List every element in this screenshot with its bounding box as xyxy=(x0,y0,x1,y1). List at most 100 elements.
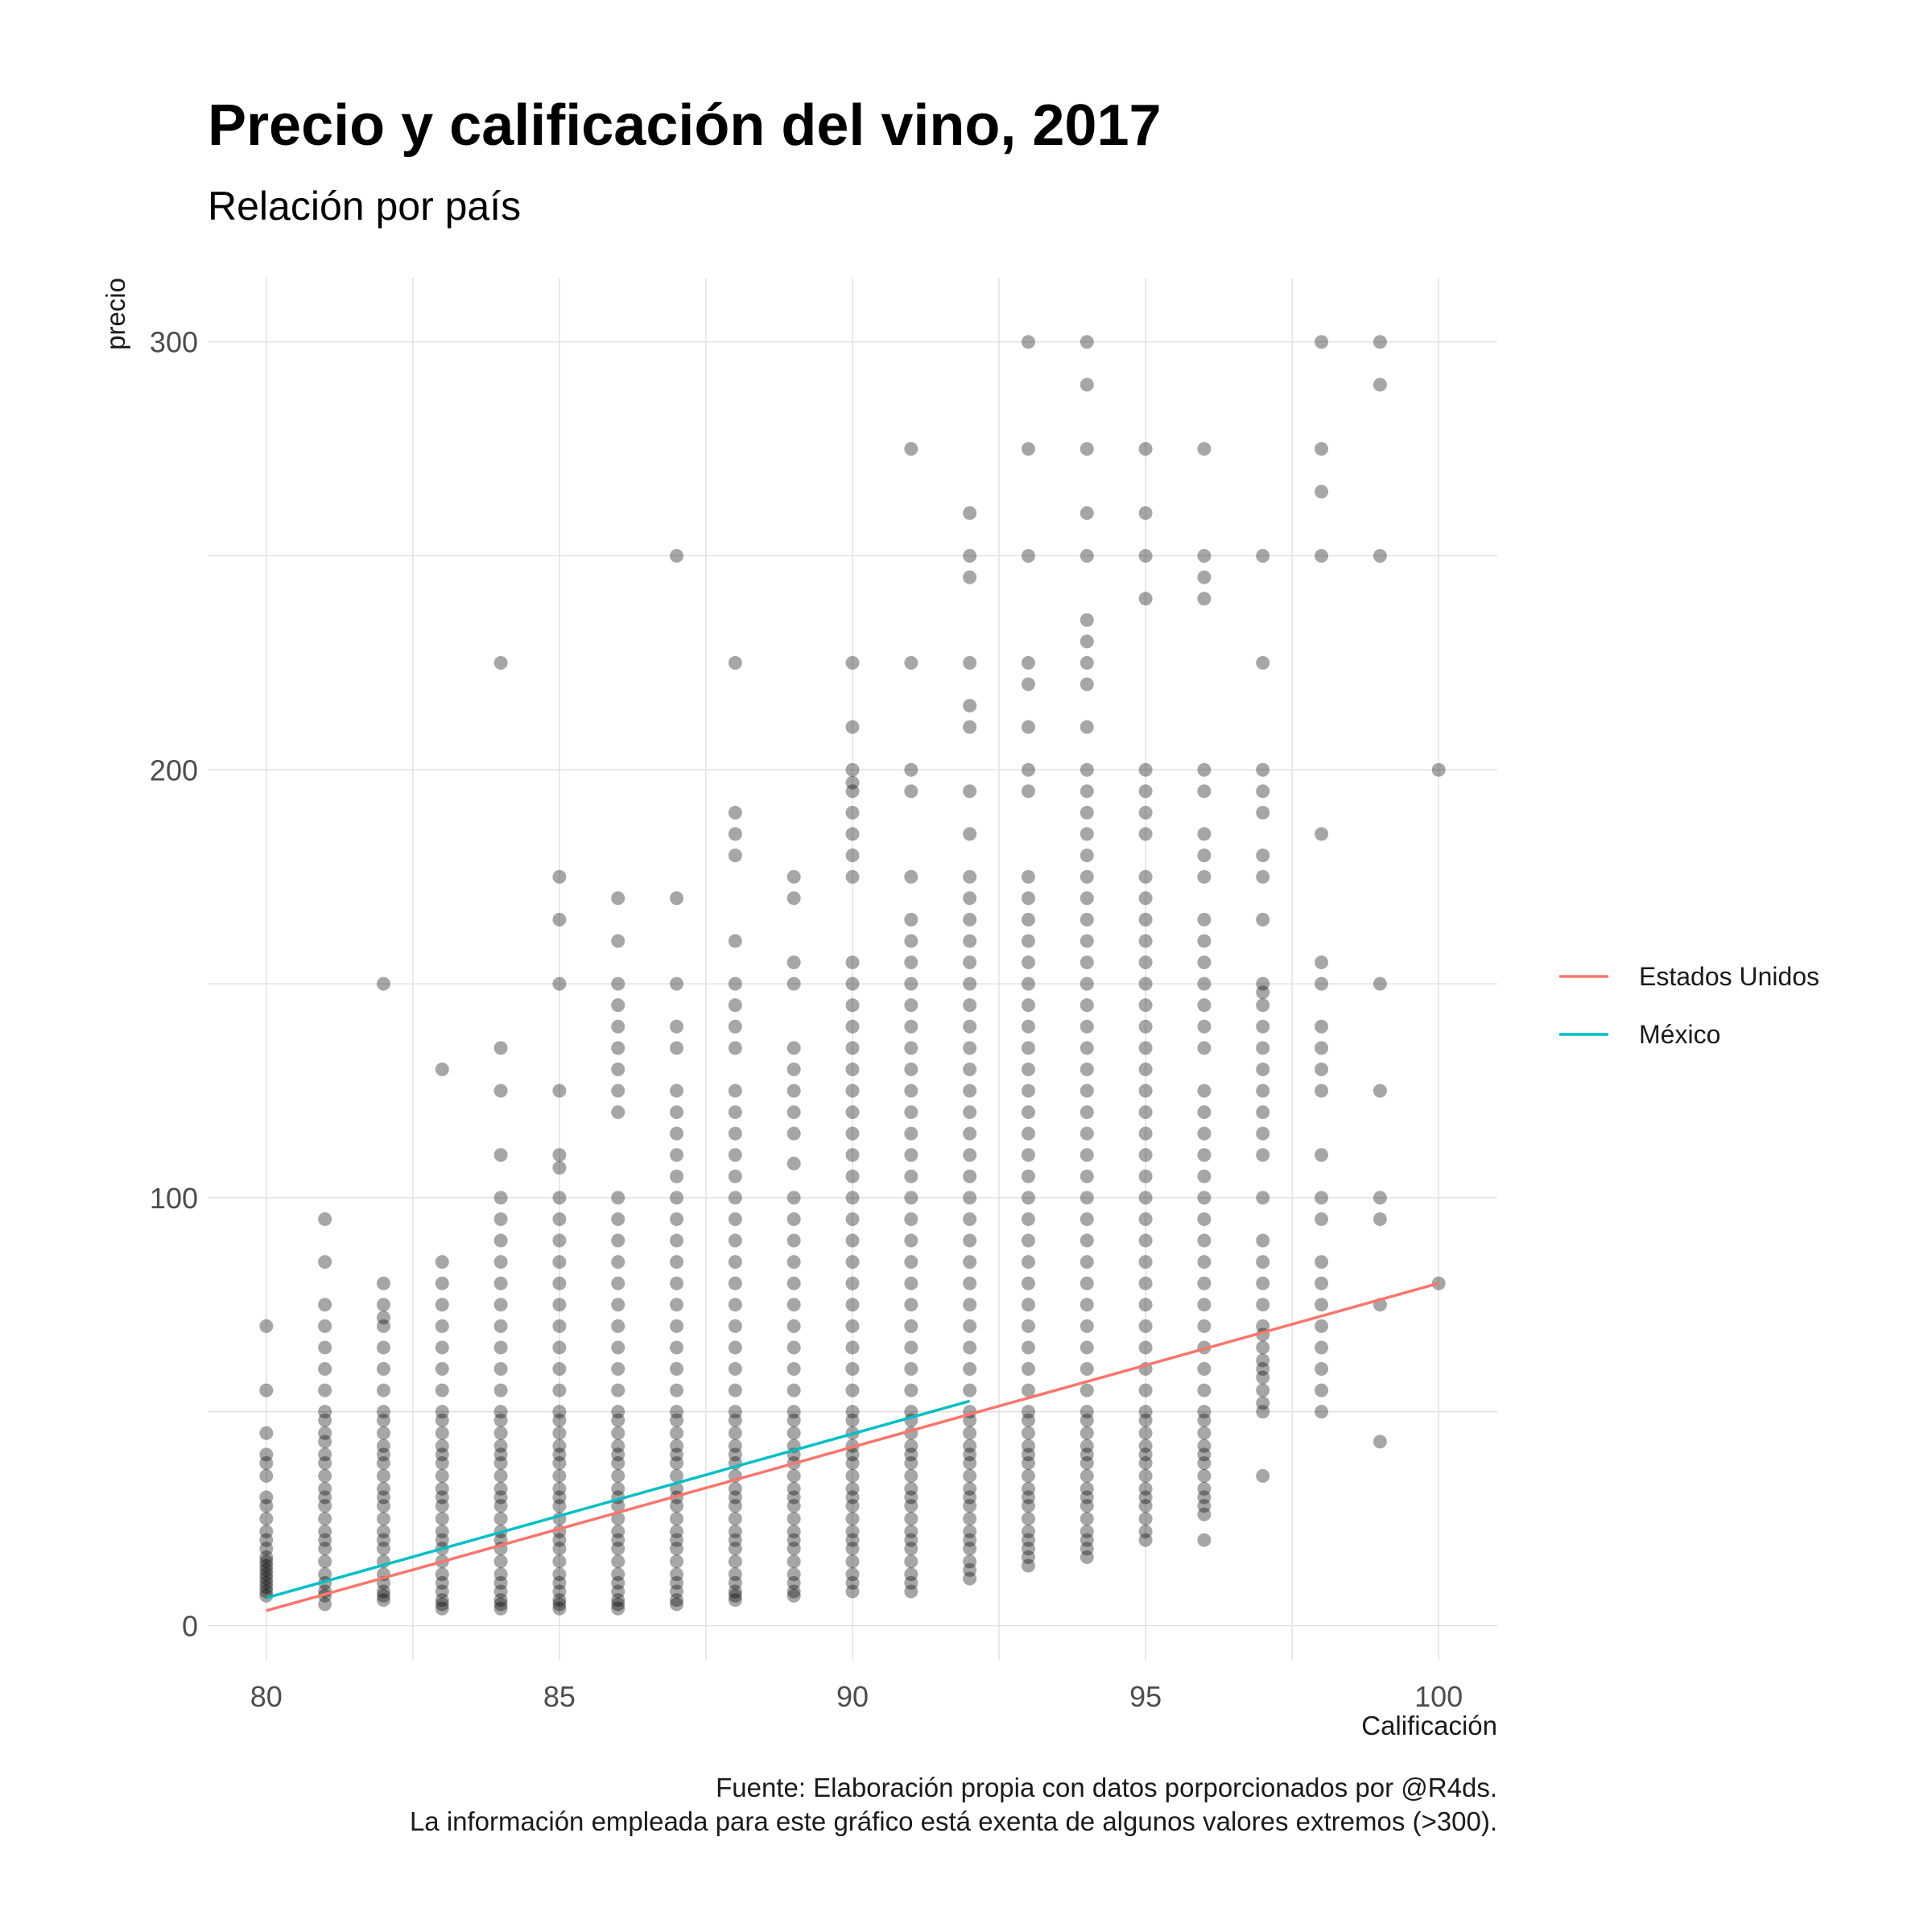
data-point xyxy=(1197,1499,1212,1513)
data-point xyxy=(435,1255,449,1269)
data-point xyxy=(1431,762,1446,777)
data-point xyxy=(611,1455,625,1470)
data-point xyxy=(1021,1558,1035,1573)
data-point xyxy=(376,1319,390,1333)
data-point xyxy=(670,1413,684,1427)
data-point xyxy=(1138,1525,1153,1539)
data-point xyxy=(1315,956,1329,970)
data-point xyxy=(259,1512,274,1526)
data-point xyxy=(552,1554,567,1569)
data-point xyxy=(786,1319,801,1333)
data-point xyxy=(493,1340,508,1355)
data-point xyxy=(845,1041,860,1055)
data-point xyxy=(904,784,919,799)
data-point xyxy=(611,1212,625,1226)
data-point xyxy=(1138,1490,1153,1505)
data-point xyxy=(904,1447,919,1462)
data-point xyxy=(963,1563,977,1577)
data-point xyxy=(786,1525,801,1539)
data-point xyxy=(611,1468,625,1483)
data-point xyxy=(1197,1362,1212,1377)
data-point xyxy=(963,1542,977,1556)
data-point xyxy=(1197,784,1212,799)
data-point xyxy=(1021,1490,1035,1505)
data-point xyxy=(1080,634,1094,649)
data-point xyxy=(963,699,977,713)
data-point xyxy=(1197,912,1212,927)
data-point xyxy=(1080,1255,1094,1269)
data-point xyxy=(728,1105,742,1120)
data-point xyxy=(786,1533,801,1547)
data-point xyxy=(611,1019,625,1034)
data-point xyxy=(493,1490,508,1505)
data-point xyxy=(1021,1233,1035,1248)
data-point xyxy=(670,1597,684,1612)
data-point xyxy=(728,1575,742,1590)
data-point xyxy=(786,1233,801,1248)
data-point xyxy=(963,1554,977,1569)
data-point xyxy=(1138,1468,1153,1483)
data-point xyxy=(786,1481,801,1496)
data-point xyxy=(1021,1298,1035,1312)
data-point xyxy=(493,1212,508,1226)
data-point xyxy=(845,775,860,790)
data-point xyxy=(1197,1019,1212,1034)
data-point xyxy=(904,1105,919,1120)
data-point xyxy=(963,1426,977,1440)
data-point xyxy=(376,1447,390,1462)
data-point xyxy=(376,1468,390,1483)
data-point xyxy=(728,1525,742,1539)
data-point xyxy=(728,1298,742,1312)
data-point xyxy=(552,1601,567,1616)
data-point xyxy=(1080,1525,1094,1539)
data-point xyxy=(1197,1405,1212,1419)
data-point xyxy=(1138,912,1153,927)
data-point xyxy=(904,912,919,927)
data-point xyxy=(963,1533,977,1547)
data-point xyxy=(318,1597,332,1612)
data-point xyxy=(1256,1383,1270,1397)
data-point xyxy=(1197,1481,1212,1496)
data-point xyxy=(1197,1383,1212,1397)
data-point xyxy=(963,1191,977,1205)
data-point xyxy=(493,1439,508,1453)
data-point xyxy=(728,1340,742,1355)
data-point xyxy=(904,1525,919,1539)
data-point xyxy=(1080,1413,1094,1427)
data-point xyxy=(670,1468,684,1483)
data-point xyxy=(670,1512,684,1526)
data-point xyxy=(786,1156,801,1170)
data-point xyxy=(1021,1468,1035,1483)
data-point xyxy=(376,1298,390,1312)
data-point xyxy=(611,1298,625,1312)
data-point xyxy=(1138,827,1153,841)
data-point xyxy=(259,1468,274,1483)
data-point xyxy=(552,1567,567,1582)
data-point xyxy=(435,1383,449,1397)
data-point xyxy=(963,1439,977,1453)
data-point xyxy=(318,1499,332,1513)
data-point xyxy=(1080,934,1094,948)
data-point xyxy=(1080,1298,1094,1312)
data-point xyxy=(1021,1525,1035,1539)
data-point xyxy=(963,1468,977,1483)
data-point xyxy=(552,1340,567,1355)
data-point xyxy=(1080,1426,1094,1440)
data-point xyxy=(1080,976,1094,991)
data-point xyxy=(493,1593,508,1608)
data-point xyxy=(376,1455,390,1470)
data-point xyxy=(963,1340,977,1355)
data-point xyxy=(435,1455,449,1470)
data-point xyxy=(493,1255,508,1269)
data-point xyxy=(786,1405,801,1419)
data-point xyxy=(1373,1212,1387,1226)
data-point xyxy=(963,1362,977,1377)
data-point xyxy=(845,1255,860,1269)
data-point xyxy=(1197,1148,1212,1162)
data-point xyxy=(1021,1426,1035,1440)
data-point xyxy=(904,1298,919,1312)
data-point xyxy=(259,1447,274,1462)
data-point xyxy=(670,1298,684,1312)
data-point xyxy=(904,655,919,670)
data-point xyxy=(259,1550,274,1564)
